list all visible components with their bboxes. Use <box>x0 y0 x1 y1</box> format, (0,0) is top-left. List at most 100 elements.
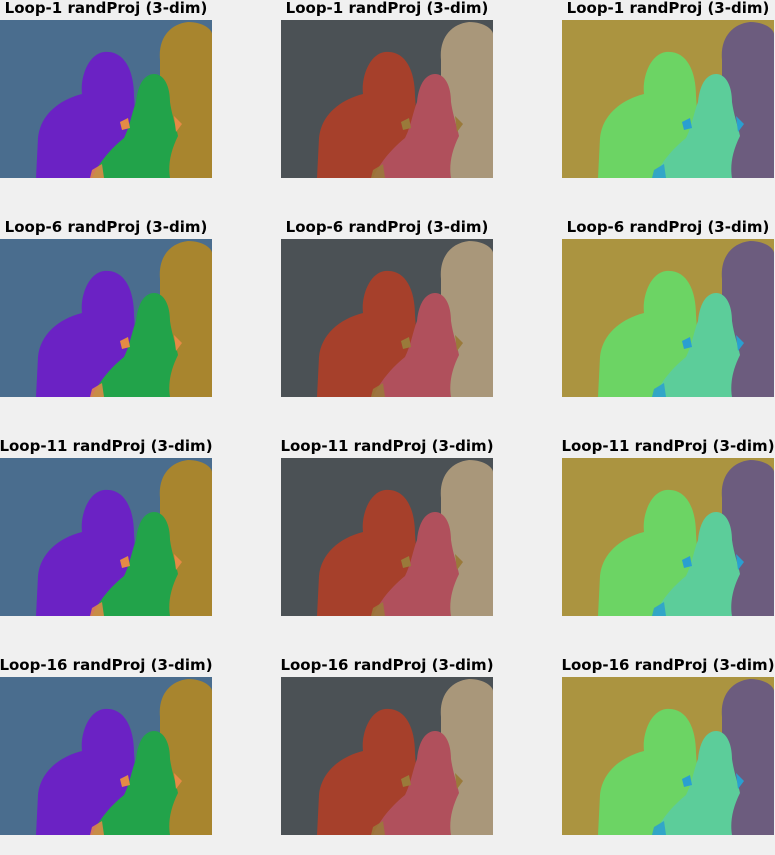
accent-region <box>652 821 666 835</box>
accent-region <box>371 602 385 616</box>
panel-title: Loop-6 randProj (3-dim) <box>4 218 208 236</box>
middle-figure-region <box>92 74 178 178</box>
panel-title: Loop-11 randProj (3-dim) <box>280 437 494 455</box>
panel-r3-c1: Loop-11 randProj (3-dim) <box>0 438 213 636</box>
accent-region <box>174 116 182 132</box>
accent-region <box>682 118 692 130</box>
segmentation-svg <box>281 239 493 397</box>
panel-r1-c2: Loop-1 randProj (3-dim) <box>281 0 493 198</box>
accent-region <box>371 821 385 835</box>
segmentation-image <box>281 20 493 178</box>
accent-region <box>736 773 744 789</box>
middle-figure-region <box>373 74 459 178</box>
accent-region <box>652 383 666 397</box>
panel-title: Loop-11 randProj (3-dim) <box>561 437 775 455</box>
accent-region <box>401 556 411 568</box>
panel-r1-c1: Loop-1 randProj (3-dim) <box>0 0 212 198</box>
left-figure-region <box>36 270 136 397</box>
left-figure-region <box>317 51 417 178</box>
segmentation-svg <box>0 20 212 178</box>
panel-r2-c1: Loop-6 randProj (3-dim) <box>0 219 212 417</box>
accent-region <box>682 556 692 568</box>
left-figure-region <box>598 270 698 397</box>
panel-title: Loop-11 randProj (3-dim) <box>0 437 213 455</box>
accent-region <box>736 116 744 132</box>
middle-figure-region <box>92 293 178 397</box>
middle-figure-region <box>373 293 459 397</box>
panel-r2-c3: Loop-6 randProj (3-dim) <box>562 219 774 417</box>
left-figure-region <box>317 489 417 616</box>
panel-title: Loop-1 randProj (3-dim) <box>4 0 208 17</box>
accent-region <box>120 118 130 130</box>
panel-title: Loop-16 randProj (3-dim) <box>561 656 775 674</box>
accent-region <box>120 556 130 568</box>
accent-region <box>401 118 411 130</box>
accent-region <box>401 775 411 787</box>
middle-figure-region <box>92 731 178 835</box>
middle-figure-region <box>654 293 740 397</box>
segmentation-image <box>562 677 774 835</box>
segmentation-svg <box>562 239 774 397</box>
middle-figure-region <box>373 512 459 616</box>
segmentation-image <box>0 20 212 178</box>
left-figure-region <box>36 489 136 616</box>
accent-region <box>174 554 182 570</box>
segmentation-svg <box>562 458 774 616</box>
segmentation-image <box>562 20 774 178</box>
middle-figure-region <box>654 512 740 616</box>
accent-region <box>652 164 666 178</box>
panel-title: Loop-1 randProj (3-dim) <box>285 0 489 17</box>
panel-r4-c3: Loop-16 randProj (3-dim) <box>561 657 775 855</box>
accent-region <box>371 164 385 178</box>
accent-region <box>736 335 744 351</box>
accent-region <box>455 773 463 789</box>
segmentation-svg <box>281 20 493 178</box>
accent-region <box>682 775 692 787</box>
segmentation-svg <box>0 677 212 835</box>
accent-region <box>174 335 182 351</box>
left-figure-region <box>317 270 417 397</box>
segmentation-svg <box>281 458 493 616</box>
segmentation-svg <box>281 677 493 835</box>
segmentation-image <box>281 239 493 397</box>
accent-region <box>455 554 463 570</box>
left-figure-region <box>317 708 417 835</box>
left-figure-region <box>598 51 698 178</box>
panel-r4-c2: Loop-16 randProj (3-dim) <box>280 657 494 855</box>
panel-title: Loop-1 randProj (3-dim) <box>566 0 770 17</box>
accent-region <box>401 337 411 349</box>
panel-title: Loop-16 randProj (3-dim) <box>0 656 213 674</box>
panel-title: Loop-6 randProj (3-dim) <box>566 218 770 236</box>
left-figure-region <box>36 708 136 835</box>
segmentation-svg <box>562 677 774 835</box>
accent-region <box>90 164 104 178</box>
accent-region <box>90 821 104 835</box>
panel-r3-c3: Loop-11 randProj (3-dim) <box>561 438 775 636</box>
segmentation-image <box>281 458 493 616</box>
accent-region <box>455 116 463 132</box>
segmentation-image <box>281 677 493 835</box>
left-figure-region <box>36 51 136 178</box>
accent-region <box>120 337 130 349</box>
accent-region <box>120 775 130 787</box>
accent-region <box>371 383 385 397</box>
segmentation-image <box>0 677 212 835</box>
accent-region <box>682 337 692 349</box>
panel-title: Loop-6 randProj (3-dim) <box>285 218 489 236</box>
segmentation-image <box>0 458 212 616</box>
segmentation-image <box>0 239 212 397</box>
panel-title: Loop-16 randProj (3-dim) <box>280 656 494 674</box>
accent-region <box>174 773 182 789</box>
panel-r4-c1: Loop-16 randProj (3-dim) <box>0 657 213 855</box>
middle-figure-region <box>654 74 740 178</box>
accent-region <box>455 335 463 351</box>
accent-region <box>736 554 744 570</box>
segmentation-svg <box>0 239 212 397</box>
segmentation-image <box>562 458 774 616</box>
middle-figure-region <box>654 731 740 835</box>
segmentation-svg <box>562 20 774 178</box>
accent-region <box>90 383 104 397</box>
middle-figure-region <box>373 731 459 835</box>
left-figure-region <box>598 489 698 616</box>
panel-r3-c2: Loop-11 randProj (3-dim) <box>280 438 494 636</box>
